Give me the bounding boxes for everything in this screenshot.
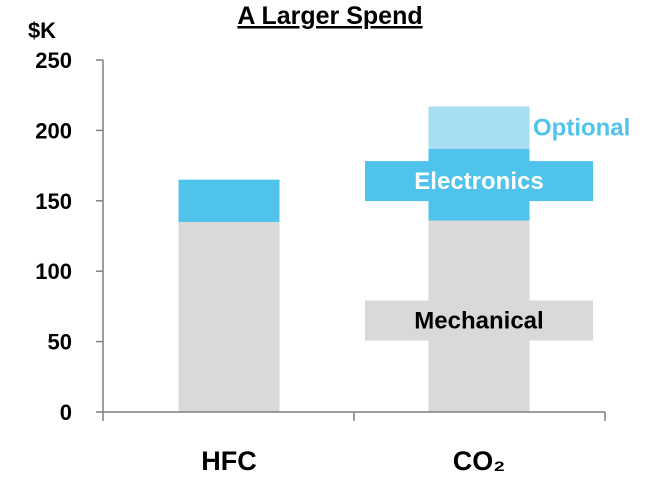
bar-co-optional	[428, 106, 530, 149]
annotations-group: Mechanical Electronics Optional	[365, 115, 630, 341]
chart-title: A Larger Spend	[237, 2, 422, 30]
y-tick-label: 200	[35, 118, 72, 143]
annotation-label-electronics: Electronics	[414, 168, 543, 195]
y-tick-label: 150	[35, 189, 72, 214]
y-tick-label: 100	[35, 259, 72, 284]
axes-group: 0 50 100 150 200 250 HFC CO₂	[35, 48, 606, 476]
annotation-label-optional: Optional	[533, 115, 630, 142]
y-tick-label: 250	[35, 48, 72, 73]
y-tick-label: 0	[60, 400, 72, 425]
x-category-label: CO₂	[453, 446, 506, 476]
bar-hfc-electronics	[178, 179, 280, 222]
annotation-band-mechanical	[365, 300, 593, 341]
y-axis-unit-label: $K	[28, 18, 56, 43]
x-category-label: HFC	[201, 446, 257, 476]
y-tick-label: 50	[48, 330, 72, 355]
annotation-band-electronics	[365, 161, 593, 202]
bar-hfc-mechanical	[178, 221, 280, 412]
bars-group	[178, 106, 530, 412]
annotation-label-mechanical: Mechanical	[414, 307, 543, 334]
